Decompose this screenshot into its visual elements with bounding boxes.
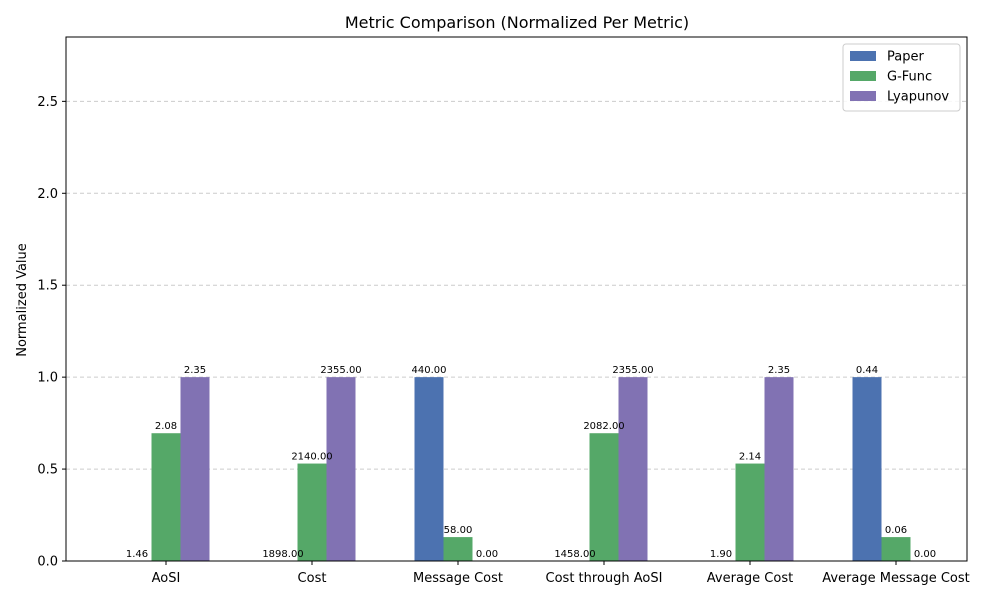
bar-value-label: 1458.00: [554, 549, 595, 560]
bar: [297, 463, 327, 561]
legend-swatch: [850, 51, 876, 61]
legend: Paper G-Func Lyapunov: [842, 43, 961, 112]
bar-value-label: 2.14: [739, 452, 761, 463]
y-tick-label: 0.0: [37, 555, 58, 570]
bar-labels: 1.46 2.08 2.35 1898.00 2140.00 2355.00 440.00 5…: [126, 365, 936, 560]
bar: [618, 377, 648, 561]
bars: [151, 377, 911, 561]
bar-value-label: 0.00: [476, 549, 498, 560]
bar-value-label: 2355.00: [612, 365, 653, 376]
legend-label: Lyapunov: [887, 90, 949, 105]
x-tick-label: Cost through AoSI: [546, 571, 663, 586]
bar-value-label: 2.35: [184, 365, 206, 376]
bar-value-label: 2140.00: [291, 452, 332, 463]
x-tick-label: Average Cost: [707, 571, 793, 586]
bar-value-label: 440.00: [412, 365, 447, 376]
bar: [326, 377, 356, 561]
legend-swatch: [850, 71, 876, 81]
x-tick-label: Cost: [298, 571, 327, 586]
x-ticks: AoSI Cost Message Cost Cost through AoSI Ave…: [152, 561, 970, 586]
bar-value-label: 2.35: [768, 365, 790, 376]
bar-value-label: 0.00: [914, 549, 936, 560]
bar: [852, 377, 882, 561]
bar: [589, 433, 619, 561]
legend-label: G-Func: [887, 70, 932, 85]
bar: [881, 537, 911, 561]
bar: [180, 377, 210, 561]
y-tick-label: 0.5: [37, 463, 58, 478]
bar-value-label: 2.08: [155, 421, 177, 432]
bar-value-label: 1898.00: [262, 549, 303, 560]
bar-value-label: 58.00: [444, 525, 473, 536]
bar-value-label: 2082.00: [583, 421, 624, 432]
y-ticks: 0.0 0.5 1.0 1.5 2.0 2.5: [37, 95, 66, 570]
y-axis-title: Normalized Value: [15, 243, 30, 357]
chart-title: Metric Comparison (Normalized Per Metric…: [345, 13, 689, 32]
legend-label: Paper: [887, 50, 924, 65]
y-tick-label: 2.0: [37, 187, 58, 202]
y-tick-label: 1.0: [37, 371, 58, 386]
bar: [414, 377, 444, 561]
bar-value-label: 1.90: [710, 549, 732, 560]
bar-value-label: 0.44: [856, 365, 878, 376]
y-tick-label: 2.5: [37, 95, 58, 110]
x-tick-label: Message Cost: [413, 571, 503, 586]
bar: [151, 433, 181, 561]
bar: [764, 377, 794, 561]
bar-value-label: 2355.00: [320, 365, 361, 376]
y-tick-label: 1.5: [37, 279, 58, 294]
legend-swatch: [850, 91, 876, 101]
plot-frame: [65, 36, 968, 562]
bar-value-label: 1.46: [126, 549, 148, 560]
bar: [443, 537, 473, 561]
bar-value-label: 0.06: [885, 525, 907, 536]
bar: [735, 463, 765, 561]
x-tick-label: Average Message Cost: [822, 571, 970, 586]
x-tick-label: AoSI: [152, 571, 181, 586]
grid: [66, 100, 967, 470]
